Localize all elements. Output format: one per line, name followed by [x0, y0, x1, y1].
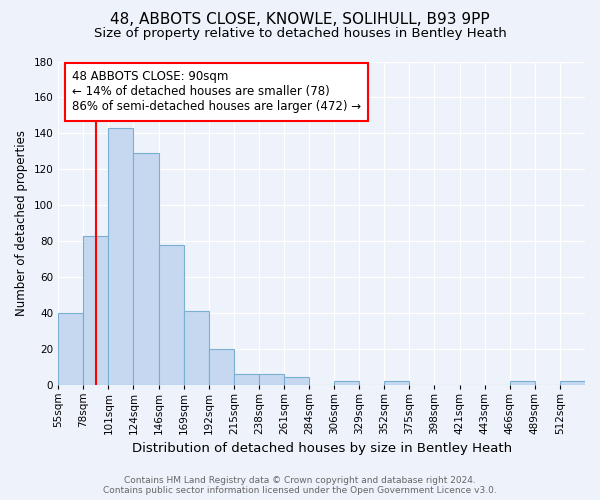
Bar: [284, 378, 309, 384]
Bar: [184, 311, 209, 384]
Bar: [58, 313, 83, 384]
Text: 48, ABBOTS CLOSE, KNOWLE, SOLIHULL, B93 9PP: 48, ABBOTS CLOSE, KNOWLE, SOLIHULL, B93 …: [110, 12, 490, 28]
Bar: [234, 374, 259, 384]
Bar: [109, 128, 133, 384]
Text: 48 ABBOTS CLOSE: 90sqm
← 14% of detached houses are smaller (78)
86% of semi-det: 48 ABBOTS CLOSE: 90sqm ← 14% of detached…: [72, 70, 361, 114]
Text: Contains HM Land Registry data © Crown copyright and database right 2024.
Contai: Contains HM Land Registry data © Crown c…: [103, 476, 497, 495]
Bar: [83, 236, 109, 384]
Bar: [560, 381, 585, 384]
Y-axis label: Number of detached properties: Number of detached properties: [15, 130, 28, 316]
Text: Size of property relative to detached houses in Bentley Heath: Size of property relative to detached ho…: [94, 28, 506, 40]
Bar: [133, 153, 158, 384]
Bar: [385, 381, 409, 384]
Bar: [334, 381, 359, 384]
Bar: [259, 374, 284, 384]
Bar: [158, 244, 184, 384]
X-axis label: Distribution of detached houses by size in Bentley Heath: Distribution of detached houses by size …: [131, 442, 512, 455]
Bar: [209, 348, 234, 384]
Bar: [510, 381, 535, 384]
